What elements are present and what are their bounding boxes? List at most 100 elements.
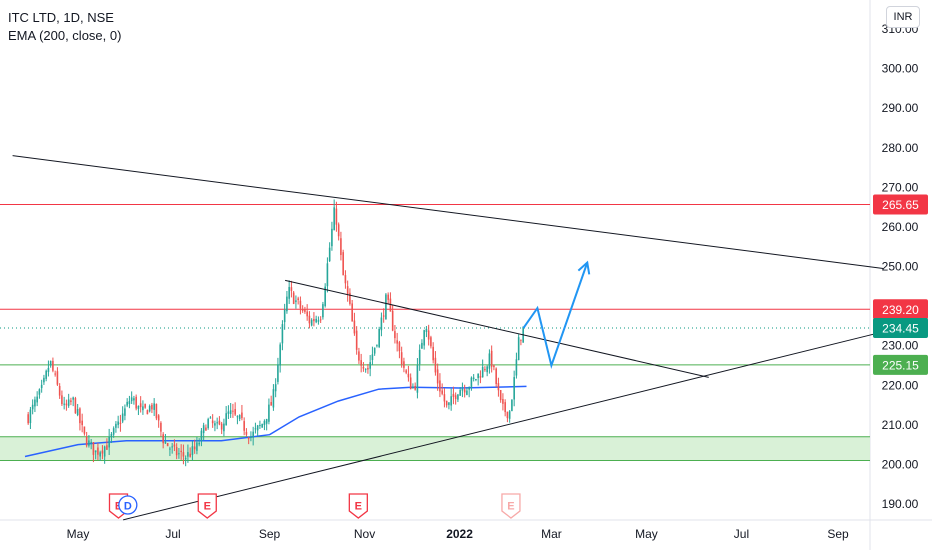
candle	[333, 199, 335, 231]
ema-200-line[interactable]	[24, 385, 527, 458]
earnings-marker[interactable]: E	[348, 493, 368, 519]
projection-path[interactable]	[522, 262, 589, 370]
trendline-3[interactable]	[123, 331, 884, 521]
candle	[342, 249, 344, 276]
projection-arrowhead	[577, 260, 591, 275]
trendline-2[interactable]	[285, 279, 709, 378]
event-label: E	[204, 501, 211, 513]
candle	[148, 404, 151, 413]
candle	[418, 344, 421, 371]
candle	[441, 383, 443, 396]
symbol-title[interactable]: ITC LTD, 1D, NSE	[8, 10, 114, 25]
candle	[499, 389, 502, 403]
candle	[43, 374, 45, 385]
candle	[324, 283, 326, 308]
earnings-marker[interactable]: E	[197, 493, 217, 519]
candle-body	[146, 410, 149, 415]
candle	[513, 370, 515, 407]
candle	[355, 326, 358, 355]
candle	[308, 311, 311, 329]
candle	[263, 419, 266, 431]
candle	[504, 399, 506, 417]
candle-body	[155, 403, 158, 419]
candle-body	[454, 395, 457, 400]
y-tick-label: 300.00	[882, 62, 919, 76]
candle	[36, 391, 38, 407]
candle-body	[398, 342, 401, 352]
candle-body	[173, 444, 176, 447]
candle-body	[236, 416, 239, 418]
candle	[196, 437, 198, 455]
candle-body	[333, 207, 335, 231]
candle	[346, 280, 349, 302]
candle	[454, 392, 457, 405]
currency-button[interactable]: INR	[886, 6, 920, 28]
candle-body	[506, 411, 509, 419]
candle-body	[261, 424, 263, 428]
candle-body	[106, 445, 108, 450]
candle-body	[121, 413, 124, 422]
candle-body	[160, 422, 162, 432]
ema-indicator-label[interactable]: EMA (200, close, 0)	[8, 28, 122, 43]
candle	[259, 420, 261, 429]
candle	[472, 374, 475, 382]
candle	[164, 434, 167, 444]
candle-body	[376, 345, 378, 347]
candle-body	[191, 446, 194, 455]
candle-body	[223, 423, 225, 432]
candle-body	[241, 412, 243, 419]
candle	[511, 399, 513, 412]
candle-body	[238, 414, 241, 420]
candle	[182, 444, 185, 465]
candle-body	[486, 366, 488, 373]
support-zone[interactable]	[0, 436, 870, 461]
price-label-225.15[interactable]: 225.15	[873, 354, 928, 375]
candle-body	[409, 377, 412, 390]
candle-body	[200, 430, 203, 441]
candle-body	[117, 421, 119, 425]
candle	[180, 444, 182, 460]
candle-body	[378, 328, 380, 347]
candle-body	[407, 373, 410, 378]
candle-body	[319, 319, 322, 321]
candle-body	[92, 442, 95, 455]
candle-body	[79, 408, 81, 424]
earnings-badge	[501, 493, 521, 519]
trendline-1[interactable]	[12, 155, 884, 269]
candle-body	[49, 360, 52, 366]
candle	[412, 383, 414, 389]
candle-body	[171, 446, 173, 448]
candle	[216, 417, 218, 430]
price-label-239.20[interactable]: 239.20	[873, 299, 928, 320]
dividend-marker[interactable]: D	[118, 495, 138, 515]
candle	[211, 414, 214, 428]
price-label-265.65-text: 265.65	[882, 198, 919, 212]
candle	[193, 439, 196, 454]
candle-body	[427, 330, 430, 340]
candle	[130, 391, 133, 404]
y-tick-label: 290.00	[882, 101, 919, 115]
candle-body	[43, 377, 45, 383]
candle	[38, 388, 41, 399]
candle-body	[423, 330, 425, 346]
candle	[468, 386, 470, 398]
candle-body	[162, 434, 164, 444]
earnings-marker[interactable]: E	[501, 493, 521, 519]
candle-body	[373, 347, 376, 354]
candle-body	[425, 328, 428, 332]
candle-body	[441, 390, 443, 394]
candle-body	[355, 330, 358, 350]
candle	[382, 308, 385, 323]
candle	[166, 443, 169, 447]
candle	[457, 393, 459, 403]
candle	[189, 447, 191, 458]
candle-body	[189, 453, 191, 457]
last-price-label[interactable]: 234.45	[873, 318, 928, 339]
candle	[128, 395, 131, 409]
candle-body	[184, 458, 187, 460]
price-label-265.65[interactable]: 265.65	[873, 194, 928, 215]
candle-body	[220, 423, 223, 430]
candle	[344, 270, 347, 289]
candle-body	[229, 410, 232, 414]
